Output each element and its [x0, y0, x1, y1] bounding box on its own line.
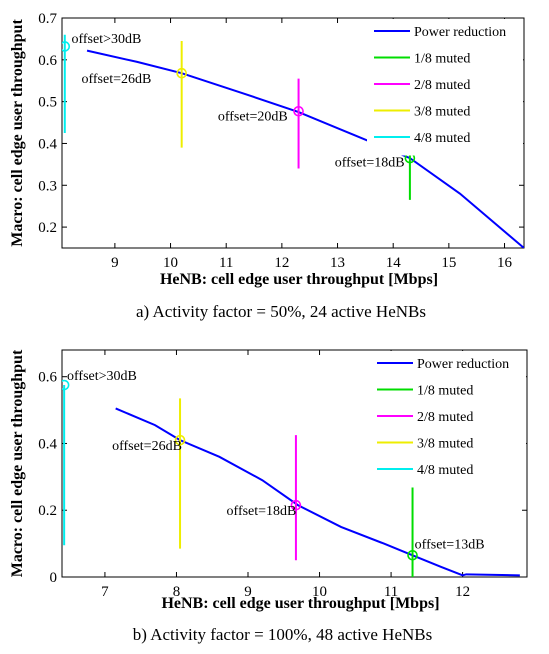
legend-label: Power reduction — [414, 25, 506, 40]
muted-point-marker — [293, 105, 304, 117]
y-tick-label: 0.5 — [38, 95, 57, 111]
x-tick-label: 9 — [111, 255, 119, 271]
x-tick-label: 9 — [244, 584, 252, 600]
chart-b: 7 8 9 10 11 12 0 0.2 0.4 0.6 HeNB: cell edge user … — [9, 349, 528, 644]
offset-annotation: offset=26dB — [112, 439, 182, 454]
x-tick-label: 7 — [101, 584, 109, 600]
x-tick-label: 15 — [441, 255, 456, 271]
x-tick-label: 11 — [219, 255, 233, 271]
y-tick-label: 0.3 — [38, 178, 57, 194]
legend-label: 2/8 muted — [417, 410, 473, 425]
x-axis-label: HeNB: cell edge user throughput [Mbps] — [161, 595, 439, 612]
y-tick-label: 0.2 — [38, 503, 57, 519]
y-tick-label: 0.4 — [38, 436, 57, 452]
x-tick-label: 8 — [173, 584, 181, 600]
muted-point-marker — [62, 41, 71, 52]
muted-point-marker — [176, 67, 187, 79]
legend: Power reduction 1/8 muted 2/8 muted 3/8 mut… — [370, 351, 526, 488]
y-axis-label: Macro: cell edge user throughput — [9, 349, 26, 577]
offset-annotation: offset=18dB — [227, 504, 297, 519]
legend-box — [367, 19, 523, 156]
y-tick-label: 0 — [50, 570, 58, 586]
x-tick-label: 12 — [274, 255, 289, 271]
legend-box — [370, 351, 526, 488]
offset-annotation: offset=20dB — [218, 109, 288, 124]
y-tick-label: 0.6 — [38, 370, 57, 386]
x-tick-label: 14 — [386, 255, 402, 271]
y-tick-label: 0.2 — [38, 220, 57, 236]
x-tick-label: 12 — [455, 584, 470, 600]
legend-label: 1/8 muted — [417, 384, 473, 399]
muted-point-marker — [407, 550, 418, 561]
y-tick-label: 0.6 — [38, 53, 57, 69]
x-tick-label: 11 — [384, 584, 398, 600]
x-tick-label: 13 — [330, 255, 345, 271]
legend-label: 3/8 muted — [414, 105, 470, 120]
x-tick-label: 16 — [497, 255, 513, 271]
legend-label: 4/8 muted — [417, 463, 473, 478]
legend-label: Power reduction — [417, 357, 509, 372]
legend: Power reduction 1/8 muted 2/8 muted 3/8 mut… — [367, 19, 523, 156]
y-axis-label: Macro: cell edge user throughput — [9, 19, 26, 247]
offset-annotation: offset=13dB — [415, 538, 485, 553]
legend-label: 3/8 muted — [417, 437, 473, 452]
y-tick-label: 0.4 — [38, 136, 57, 152]
offset-annotation: offset>30dB — [71, 32, 141, 47]
legend-label: 2/8 muted — [414, 78, 470, 93]
legend-label: 1/8 muted — [414, 52, 470, 67]
x-tick-label: 10 — [163, 255, 178, 271]
offset-annotation: offset>30dB — [67, 369, 137, 384]
chart-caption: b) Activity factor = 100%, 48 active HeN… — [133, 625, 432, 644]
y-tick-label: 0.7 — [38, 11, 57, 27]
legend-label: 4/8 muted — [414, 131, 470, 146]
x-axis-label: HeNB: cell edge user throughput [Mbps] — [160, 271, 438, 288]
chart-caption: a) Activity factor = 50%, 24 active HeNB… — [136, 302, 426, 321]
offset-annotation: offset=26dB — [81, 72, 151, 87]
muted-point-marker — [62, 379, 70, 391]
chart-a: 9 10 11 12 13 14 15 16 0.2 0.3 0.4 0.5 0.6 0.7 HeNB: c… — [9, 11, 525, 321]
muted-point-marker — [174, 434, 186, 446]
muted-point-marker — [290, 499, 302, 511]
x-tick-label: 10 — [312, 584, 327, 600]
offset-annotation: offset=18dB — [335, 155, 405, 170]
